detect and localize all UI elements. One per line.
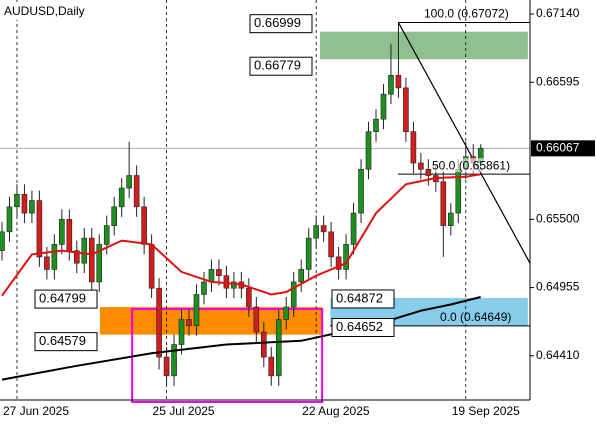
candle-body bbox=[81, 237, 88, 264]
candle-body bbox=[223, 275, 230, 289]
candle-body bbox=[298, 269, 305, 283]
candle-body bbox=[395, 75, 402, 89]
candle-body bbox=[447, 212, 454, 226]
candle-body bbox=[253, 306, 260, 333]
candle-body bbox=[133, 175, 140, 208]
candle-body bbox=[44, 256, 50, 270]
price-label-box bbox=[34, 332, 98, 352]
candle-body bbox=[103, 225, 110, 245]
candle-body bbox=[178, 319, 185, 345]
candle-body bbox=[208, 269, 215, 283]
candle-body bbox=[21, 194, 28, 214]
price-label-box bbox=[331, 289, 395, 309]
candle-body bbox=[335, 256, 342, 270]
highlight-box bbox=[131, 307, 324, 403]
trend-line bbox=[397, 22, 531, 264]
price-label: 0.64872 bbox=[336, 290, 383, 305]
chart-title: AUDUSD,Daily bbox=[4, 4, 85, 18]
x-tick-label: 25 Jul 2025 bbox=[153, 404, 215, 418]
fib-label: 50.0 (0.65861) bbox=[432, 158, 510, 172]
candle-body bbox=[410, 131, 417, 164]
candle-body bbox=[141, 206, 147, 245]
y-tick-label: 0.66595 bbox=[536, 74, 580, 88]
current-price-box bbox=[531, 140, 595, 157]
candle-body bbox=[51, 244, 58, 270]
candle-body bbox=[59, 219, 65, 245]
zone bbox=[319, 31, 528, 60]
x-tick-label: 22 Aug 2025 bbox=[302, 404, 370, 418]
candle-body bbox=[74, 250, 80, 264]
candle-body bbox=[275, 319, 282, 377]
candle-body bbox=[388, 75, 394, 95]
candle-body bbox=[156, 287, 162, 358]
price-label: 0.64579 bbox=[39, 333, 86, 348]
candle-body bbox=[328, 231, 334, 258]
candle-body bbox=[403, 87, 409, 133]
y-tick-label: 0.67140 bbox=[536, 6, 580, 20]
candle-body bbox=[343, 244, 349, 270]
price-label: 0.64652 bbox=[336, 319, 383, 334]
fib-label: 100.0 (0.67072) bbox=[424, 7, 509, 21]
candle-body bbox=[163, 356, 170, 377]
candle-body bbox=[440, 181, 447, 226]
candle-body bbox=[425, 168, 432, 176]
price-label-box bbox=[331, 318, 395, 338]
candle-body bbox=[373, 118, 379, 133]
candle-body bbox=[365, 131, 372, 170]
price-label-box bbox=[34, 289, 98, 309]
candle-body bbox=[313, 225, 319, 239]
candle-body bbox=[246, 287, 252, 308]
candle-body bbox=[290, 281, 297, 308]
candle-body bbox=[66, 219, 73, 251]
candle-body bbox=[0, 231, 5, 251]
candle-body bbox=[283, 306, 290, 320]
price-label-box bbox=[249, 56, 313, 76]
x-tick-label: 27 Jun 2025 bbox=[3, 404, 69, 418]
y-tick-label: 0.64955 bbox=[536, 280, 580, 294]
candle-body bbox=[320, 225, 327, 233]
candle-body bbox=[350, 212, 357, 245]
price-label-box bbox=[249, 14, 313, 34]
candle-body bbox=[14, 194, 20, 208]
candle-body bbox=[118, 187, 125, 208]
candle-body bbox=[231, 281, 237, 289]
candle-body bbox=[148, 244, 155, 289]
y-tick-label: 0.64410 bbox=[536, 348, 580, 362]
price-label: 0.66999 bbox=[254, 15, 301, 30]
candle-body bbox=[358, 168, 364, 214]
candle-body bbox=[380, 93, 387, 120]
price-label: 0.66779 bbox=[254, 58, 301, 73]
candle-body bbox=[36, 200, 43, 258]
moving-average bbox=[1, 173, 481, 297]
candle-body bbox=[96, 244, 103, 283]
candle-body bbox=[201, 281, 207, 295]
candle-body bbox=[6, 206, 13, 233]
candle-body bbox=[418, 162, 424, 170]
fib-label-bg bbox=[432, 158, 524, 173]
moving-average bbox=[1, 296, 481, 381]
candle-body bbox=[171, 344, 177, 377]
candle-body bbox=[268, 356, 275, 377]
candle-body bbox=[305, 237, 312, 270]
candle-body bbox=[88, 237, 95, 283]
candle-body bbox=[29, 200, 35, 214]
x-tick-label: 19 Sep 2025 bbox=[452, 404, 520, 418]
price-label: 0.64799 bbox=[39, 291, 86, 306]
candle-body bbox=[193, 294, 200, 327]
candle-body bbox=[260, 331, 267, 358]
candle-body bbox=[126, 175, 132, 189]
candle-body bbox=[455, 168, 462, 214]
current-price-label: 0.66067 bbox=[536, 141, 580, 155]
candle-body bbox=[216, 269, 222, 276]
fib-label: 0.0 (0.64649) bbox=[440, 310, 511, 324]
candle-body bbox=[186, 319, 192, 327]
candle-body bbox=[111, 206, 117, 226]
title-bg bbox=[0, 2, 88, 20]
y-tick-label: 0.65500 bbox=[536, 212, 580, 226]
